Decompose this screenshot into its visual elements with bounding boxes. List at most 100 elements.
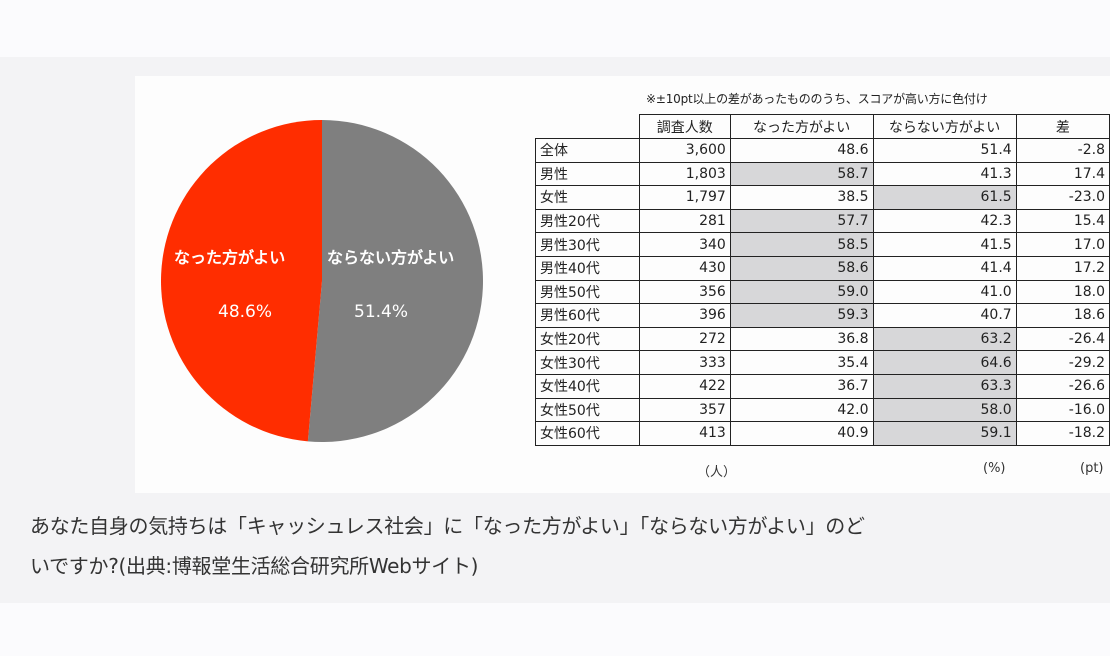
header-diff: 差 (1015, 114, 1110, 139)
table-row: 男性40代 430 58.6 41.4 17.2 (535, 255, 1110, 281)
table-row: 女性30代 333 35.4 64.6 -29.2 (535, 350, 1110, 375)
highlight-note: ※±10pt以上の差があったもののうち、スコアが高い方に色付け (646, 92, 988, 106)
row-count: 272 (638, 326, 731, 352)
table-row: 女性60代 413 40.9 59.1 -18.2 (535, 421, 1110, 446)
row-not-better: 41.5 (872, 232, 1017, 257)
unit-diff: (pt) (1080, 461, 1104, 476)
row-count: 396 (638, 303, 731, 328)
row-better: 59.0 (729, 279, 874, 305)
row-not-better: 63.3 (872, 373, 1017, 399)
row-diff: 15.4 (1015, 208, 1110, 234)
row-not-better: 41.3 (872, 161, 1017, 187)
row-count: 3,600 (638, 138, 731, 163)
unit-percent: (%) (983, 461, 1006, 476)
row-better: 48.6 (729, 138, 874, 163)
row-label: 男性30代 (535, 232, 640, 257)
survey-figure: なった方がよい 48.6% ならない方がよい 51.4% ※±10pt以上の差が… (135, 76, 1110, 493)
row-better: 58.5 (729, 232, 874, 257)
row-diff: -26.6 (1015, 373, 1110, 399)
row-diff: -29.2 (1015, 350, 1110, 375)
row-better: 59.3 (729, 303, 874, 328)
table-row: 男性 1,803 58.7 41.3 17.4 (535, 161, 1110, 187)
header-blank (535, 114, 640, 139)
pie-chart-svg (160, 120, 483, 442)
row-not-better: 64.6 (872, 350, 1017, 375)
row-label: 全体 (535, 138, 640, 163)
row-better: 40.9 (729, 421, 874, 446)
row-diff: -2.8 (1015, 138, 1110, 163)
row-diff: 17.0 (1015, 232, 1110, 257)
row-count: 1,803 (638, 161, 731, 187)
row-diff: -23.0 (1015, 185, 1110, 210)
row-count: 422 (638, 373, 731, 399)
row-better: 35.4 (729, 350, 874, 375)
row-label: 男性60代 (535, 303, 640, 328)
row-count: 281 (638, 208, 731, 234)
row-diff: -16.0 (1015, 397, 1110, 423)
row-label: 男性20代 (535, 208, 640, 234)
row-better: 58.7 (729, 161, 874, 187)
row-label: 女性 (535, 185, 640, 210)
row-label: 男性40代 (535, 255, 640, 281)
row-count: 413 (638, 421, 731, 446)
row-not-better: 63.2 (872, 326, 1017, 352)
table-row: 男性60代 396 59.3 40.7 18.6 (535, 303, 1110, 328)
survey-table: 調査人数 なった方がよい ならない方がよい 差 全体 3,600 48.6 51.4-… (535, 114, 1110, 446)
row-not-better: 41.0 (872, 279, 1017, 305)
row-count: 1,797 (638, 185, 731, 210)
row-better: 57.7 (729, 208, 874, 234)
table-row: 全体 3,600 48.6 51.4 -2.8 (535, 138, 1110, 163)
pie-value-not-better: 51.4% (354, 302, 409, 322)
row-not-better: 41.4 (872, 255, 1017, 281)
table-row: 男性20代 281 57.7 42.3 15.4 (535, 208, 1110, 234)
row-better: 58.6 (729, 255, 874, 281)
row-label: 男性50代 (535, 279, 640, 305)
table-row: 女性40代 422 36.7 63.3 -26.6 (535, 373, 1110, 399)
row-diff: 17.2 (1015, 255, 1110, 281)
row-label: 男性 (535, 161, 640, 187)
table-body: 全体 3,600 48.6 51.4 -2.8 男性 1,803 58.7 41.3 17.4 女性… (535, 138, 1110, 446)
row-not-better: 51.4 (872, 138, 1017, 163)
caption-line-1: あなた自身の気持ちは「キャッシュレス社会」に「なった方がよい」「ならない方がよい… (30, 514, 865, 538)
row-label: 女性40代 (535, 373, 640, 399)
table-row: 男性30代 340 58.5 41.5 17.0 (535, 232, 1110, 257)
row-not-better: 42.3 (872, 208, 1017, 234)
table-row: 女性 1,797 38.5 61.5 -23.0 (535, 185, 1110, 210)
row-count: 340 (638, 232, 731, 257)
pie-slice-not-better (307, 120, 483, 442)
row-label: 女性50代 (535, 397, 640, 423)
row-better: 36.7 (729, 373, 874, 399)
row-better: 36.8 (729, 326, 874, 352)
top-band (0, 0, 1110, 57)
row-diff: 17.4 (1015, 161, 1110, 187)
pie-slice-better (160, 120, 322, 442)
row-count: 430 (638, 255, 731, 281)
pie-chart: なった方がよい 48.6% ならない方がよい 51.4% (160, 119, 484, 443)
row-not-better: 58.0 (872, 397, 1017, 423)
caption-line-2: いですか?(出典:博報堂生活総合研究所Webサイト) (30, 554, 479, 578)
pie-label-better: なった方がよい (174, 248, 286, 267)
table-row: 女性50代 357 42.0 58.0 -16.0 (535, 397, 1110, 423)
header-not-better: ならない方がよい (872, 114, 1017, 139)
header-better: なった方がよい (729, 114, 874, 139)
header-count: 調査人数 (638, 114, 731, 139)
row-better: 42.0 (729, 397, 874, 423)
row-label: 女性60代 (535, 421, 640, 446)
row-diff: -26.4 (1015, 326, 1110, 352)
row-not-better: 59.1 (872, 421, 1017, 446)
row-count: 357 (638, 397, 731, 423)
figure-caption: あなた自身の気持ちは「キャッシュレス社会」に「なった方がよい」「ならない方がよい… (30, 506, 1110, 586)
pie-label-not-better: ならない方がよい (327, 248, 455, 267)
row-not-better: 40.7 (872, 303, 1017, 328)
row-diff: 18.0 (1015, 279, 1110, 305)
unit-count: （人） (697, 465, 737, 480)
row-label: 女性30代 (535, 350, 640, 375)
pie-value-better: 48.6% (218, 302, 273, 322)
row-count: 356 (638, 279, 731, 305)
table-header-row: 調査人数 なった方がよい ならない方がよい 差 (535, 114, 1110, 139)
row-better: 38.5 (729, 185, 874, 210)
row-diff: -18.2 (1015, 421, 1110, 446)
row-not-better: 61.5 (872, 185, 1017, 210)
table-row: 女性20代 272 36.8 63.2 -26.4 (535, 326, 1110, 352)
row-count: 333 (638, 350, 731, 375)
